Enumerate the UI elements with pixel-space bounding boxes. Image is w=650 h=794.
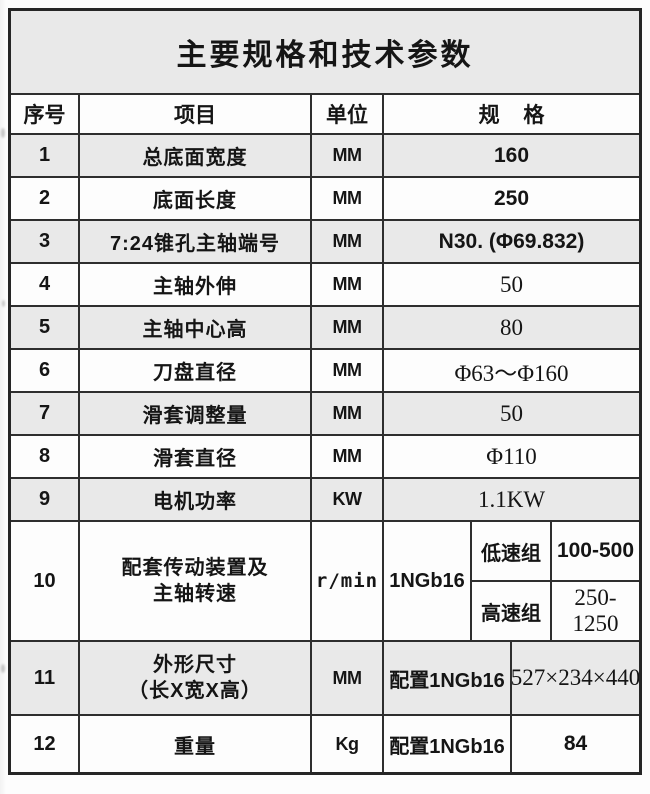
row-10-high-speed-label: 高速组 <box>472 582 550 640</box>
row-2-item: 底面长度 <box>80 178 310 219</box>
row-11-item-line1: 外形尺寸 <box>153 654 237 676</box>
row-3-unit: MM <box>312 221 382 262</box>
row-7-no: 7 <box>11 393 78 434</box>
scan-artifact <box>2 300 5 307</box>
row-12-unit: Kg <box>312 716 382 772</box>
row-10-item: 配套传动装置及 主轴转速 <box>80 522 310 640</box>
scan-artifact <box>1 128 5 138</box>
row-2-unit: MM <box>312 178 382 219</box>
row-8-no: 8 <box>11 436 78 477</box>
row-5-item: 主轴中心高 <box>80 307 310 348</box>
row-9-spec: 1.1KW <box>384 479 639 520</box>
row-10-low-speed-label: 低速组 <box>472 522 550 580</box>
row-8-unit: MM <box>312 436 382 477</box>
row-4-item: 主轴外伸 <box>80 264 310 305</box>
row-10-item-line2: 主轴转速 <box>153 583 237 605</box>
row-11-config: 配置1NGb16 <box>384 642 510 714</box>
row-11-item: 外形尺寸 （长X宽X高） <box>80 642 310 714</box>
row-10-unit: r/min <box>312 522 382 640</box>
row-12-spec: 84 <box>512 716 639 772</box>
row-1-spec: 160 <box>384 135 639 176</box>
row-5-unit: MM <box>312 307 382 348</box>
row-10-high-speed-value: 250-1250 <box>552 582 639 640</box>
table-title: 主要规格和技术参数 <box>11 11 639 93</box>
row-1-no: 1 <box>11 135 78 176</box>
row-9-item: 电机功率 <box>80 479 310 520</box>
scan-artifact <box>1 664 5 673</box>
row-9-unit: KW <box>312 479 382 520</box>
row-5-spec: 80 <box>384 307 639 348</box>
row-11-unit: MM <box>312 642 382 714</box>
row-6-unit: MM <box>312 350 382 391</box>
row-3-item: 7:24锥孔主轴端号 <box>80 221 310 262</box>
row-4-unit: MM <box>312 264 382 305</box>
row-10-gearbox: 1NGb16 <box>384 522 470 640</box>
row-12-no: 12 <box>11 716 78 772</box>
row-10-no: 10 <box>11 522 78 640</box>
row-6-item: 刀盘直径 <box>80 350 310 391</box>
spec-table: 主要规格和技术参数 序号 项目 单位 规 格 1 总底面宽度 MM 160 2 … <box>8 8 642 775</box>
row-4-no: 4 <box>11 264 78 305</box>
row-2-no: 2 <box>11 178 78 219</box>
row-7-item: 滑套调整量 <box>80 393 310 434</box>
row-3-no: 3 <box>11 221 78 262</box>
row-5-no: 5 <box>11 307 78 348</box>
row-11-item-line2: （长X宽X高） <box>128 680 262 702</box>
row-12-item: 重量 <box>80 716 310 772</box>
row-4-spec: 50 <box>384 264 639 305</box>
row-1-unit: MM <box>312 135 382 176</box>
row-11-spec: 527×234×440 <box>512 642 639 714</box>
row-8-spec: Φ110 <box>384 436 639 477</box>
col-header-no: 序号 <box>11 95 78 133</box>
row-6-spec: Φ63～Φ160 <box>384 350 639 391</box>
row-10-spec-group: 1NGb16 低速组 100-500 高速组 250-1250 <box>384 522 639 640</box>
col-header-unit: 单位 <box>312 95 382 133</box>
row-10-item-line1: 配套传动装置及 <box>121 557 269 579</box>
col-header-item: 项目 <box>80 95 310 133</box>
row-10-low-speed-value: 100-500 <box>552 522 639 580</box>
row-9-no: 9 <box>11 479 78 520</box>
row-8-item: 滑套直径 <box>80 436 310 477</box>
row-7-unit: MM <box>312 393 382 434</box>
row-3-spec: N30. (Φ69.832) <box>384 221 639 262</box>
col-header-spec: 规 格 <box>384 95 639 133</box>
row-6-no: 6 <box>11 350 78 391</box>
row-2-spec: 250 <box>384 178 639 219</box>
row-7-spec: 50 <box>384 393 639 434</box>
row-1-item: 总底面宽度 <box>80 135 310 176</box>
row-12-spec-group: 配置1NGb16 84 <box>384 716 639 772</box>
row-12-config: 配置1NGb16 <box>384 716 510 772</box>
row-11-no: 11 <box>11 642 78 714</box>
row-11-spec-group: 配置1NGb16 527×234×440 <box>384 642 639 714</box>
